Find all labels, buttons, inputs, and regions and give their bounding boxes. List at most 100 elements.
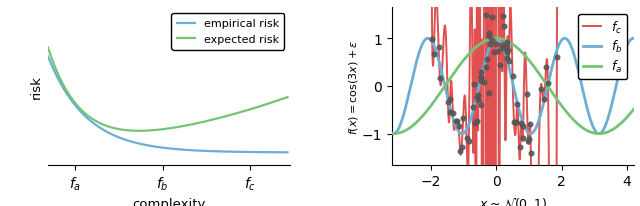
Point [473, 99, 483, 102]
Line: $f_c$: $f_c$ [392, 0, 634, 181]
Point [481, 58, 492, 62]
$f_b$ [492, 38, 500, 40]
Point [429, 53, 439, 56]
Point [451, 119, 461, 123]
Point [543, 82, 553, 85]
$f_a$ [486, 39, 493, 41]
Point [486, 16, 497, 19]
$f_b$ [390, 133, 397, 135]
Point [552, 56, 562, 60]
Point [491, 43, 501, 47]
expected risk [153, 129, 161, 131]
Point [541, 66, 551, 69]
$f_c$ [486, 180, 493, 183]
Point [495, 64, 505, 68]
Point [502, 45, 512, 48]
Point [468, 106, 478, 110]
Point [452, 120, 462, 123]
Point [512, 103, 522, 106]
$f_b$ [581, 99, 589, 102]
Point [525, 152, 536, 155]
Point [489, 52, 499, 55]
Point [499, 25, 509, 28]
Point [474, 94, 484, 98]
Point [456, 146, 467, 149]
expected risk [44, 47, 52, 49]
Legend: empirical risk, expected risk: empirical risk, expected risk [172, 14, 284, 50]
Point [476, 71, 486, 74]
Point [523, 140, 533, 143]
$f_b$ [486, 46, 493, 49]
$f_b$ [388, 132, 396, 135]
empirical risk [225, 151, 232, 153]
$f_a$ [581, 129, 589, 131]
expected risk [225, 115, 232, 117]
Point [461, 137, 472, 140]
$f_b$ [495, 39, 502, 41]
Point [476, 76, 486, 79]
Point [445, 110, 455, 114]
Point [458, 117, 468, 120]
empirical risk [86, 120, 94, 122]
Point [497, 44, 507, 47]
Point [469, 83, 479, 86]
Point [524, 137, 534, 140]
Point [511, 121, 522, 124]
Point [476, 80, 486, 83]
Point [515, 145, 525, 149]
empirical risk [106, 132, 113, 135]
expected risk [186, 124, 193, 126]
Point [503, 49, 513, 53]
empirical risk [284, 151, 291, 154]
Point [485, 43, 495, 47]
Point [493, 50, 504, 53]
$f_a$ [388, 133, 396, 135]
Point [472, 119, 482, 123]
Line: expected risk: expected risk [48, 48, 287, 131]
Legend: $f_c$, $f_b$, $f_a$: $f_c$, $f_b$, $f_a$ [579, 14, 627, 80]
Point [470, 122, 480, 125]
Point [504, 60, 514, 63]
Point [427, 38, 437, 42]
empirical risk [44, 56, 52, 59]
$f_b$ [413, 61, 420, 63]
X-axis label: $x \sim \mathcal{N}(0,1)$: $x \sim \mathcal{N}(0,1)$ [479, 194, 547, 206]
$f_a$ [577, 126, 584, 128]
empirical risk [152, 146, 160, 148]
Point [536, 88, 546, 91]
$f_a$ [413, 121, 420, 124]
Point [516, 122, 527, 125]
Y-axis label: risk: risk [29, 75, 42, 98]
Point [479, 81, 489, 84]
$f_c$ [495, 6, 502, 9]
$f_a$ [630, 109, 637, 111]
Line: $f_a$: $f_a$ [392, 39, 634, 134]
Line: $f_b$: $f_b$ [392, 39, 634, 134]
$f_a$ [390, 133, 397, 135]
Point [522, 93, 532, 96]
Point [487, 39, 497, 43]
Point [448, 112, 458, 115]
expected risk [106, 126, 113, 129]
$f_a$ [554, 101, 562, 103]
Point [498, 15, 508, 18]
Point [502, 57, 512, 61]
Point [518, 125, 528, 128]
Point [472, 96, 482, 99]
Point [476, 77, 486, 80]
Point [481, 66, 492, 69]
expected risk [135, 130, 143, 132]
Point [455, 149, 465, 152]
empirical risk [204, 150, 212, 152]
$f_a$ [492, 38, 500, 40]
Point [501, 52, 511, 55]
Point [433, 47, 444, 50]
Point [476, 104, 486, 108]
$f_b$ [554, 46, 562, 48]
Point [525, 123, 535, 126]
Point [454, 125, 464, 128]
Point [481, 15, 492, 18]
$f_b$ [630, 38, 637, 40]
empirical risk [186, 149, 193, 152]
Point [509, 121, 519, 124]
